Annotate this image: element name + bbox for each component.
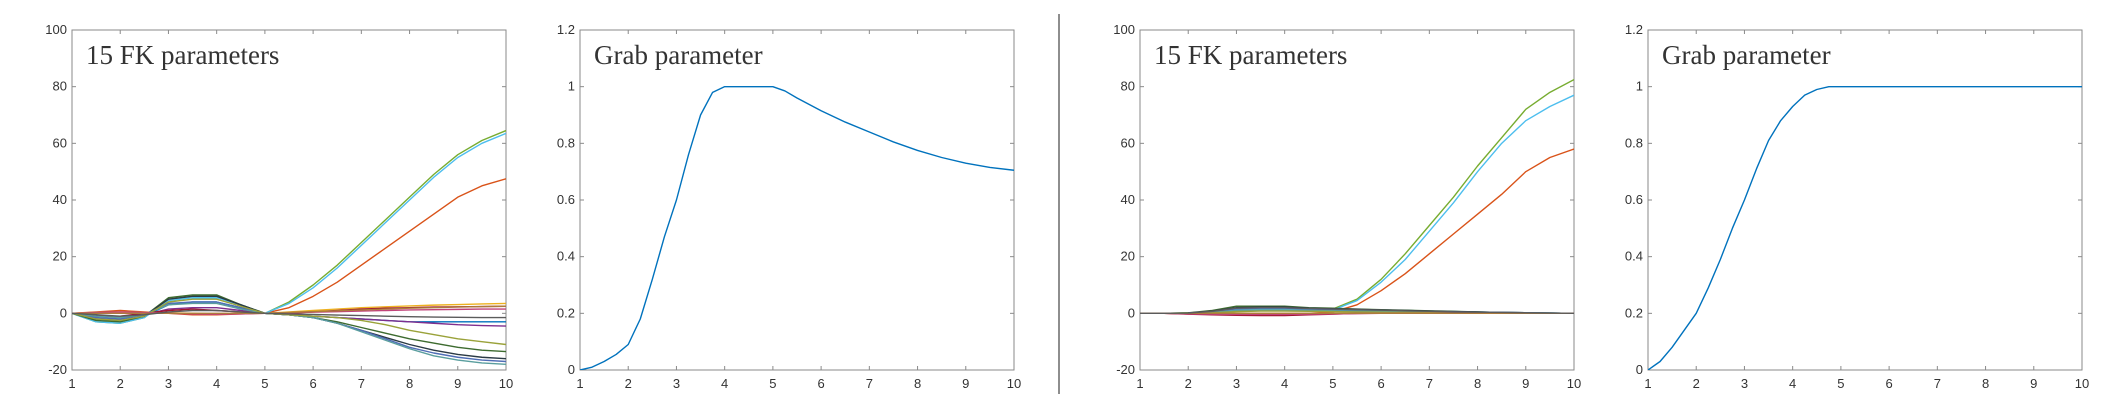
y-tick-label: 80 <box>1121 79 1135 94</box>
y-tick-label: 80 <box>53 79 67 94</box>
x-tick-label: 5 <box>1837 376 1844 391</box>
x-tick-label: 9 <box>1522 376 1529 391</box>
chart-title: Grab parameter <box>1662 40 1831 70</box>
y-tick-label: 0.6 <box>557 192 575 207</box>
chart-panel-4: 1 2 3 4 5 6 7 8 9 10 0 0.2 0.4 0.6 0.8 1 1.2 Grab paramet… <box>1625 22 2089 391</box>
x-tick-label: 1 <box>68 376 75 391</box>
series-line-15 <box>1140 306 1574 315</box>
x-tick-label: 7 <box>358 376 365 391</box>
x-tick-label: 10 <box>1567 376 1581 391</box>
chart-title: 15 FK parameters <box>86 40 279 70</box>
series-line-1 <box>580 85 1014 370</box>
x-tick-label: 7 <box>1934 376 1941 391</box>
x-tick-label: 9 <box>454 376 461 391</box>
x-tick-label: 4 <box>721 376 728 391</box>
x-tick-label: 8 <box>406 376 413 391</box>
x-tick-label: 9 <box>962 376 969 391</box>
y-tick-label: 1 <box>1636 79 1643 94</box>
x-tick-label: 5 <box>1329 376 1336 391</box>
y-tick-label: 40 <box>53 192 67 207</box>
x-tick-label: 6 <box>817 376 824 391</box>
y-tick-label: 1 <box>568 79 575 94</box>
x-tick-label: 2 <box>117 376 124 391</box>
y-tick-label: 1.2 <box>557 22 575 37</box>
x-tick-label: 2 <box>1185 376 1192 391</box>
plot-area <box>579 29 1015 371</box>
x-tick-label: 6 <box>1377 376 1384 391</box>
x-tick-label: 3 <box>673 376 680 391</box>
y-tick-label: 1.2 <box>1625 22 1643 37</box>
series-line-14 <box>72 305 506 315</box>
x-tick-label: 2 <box>625 376 632 391</box>
y-tick-label: 0.6 <box>1625 192 1643 207</box>
y-tick-label: 20 <box>53 249 67 264</box>
series-group <box>1648 85 2082 370</box>
plot-area <box>1647 29 2083 371</box>
y-tick-label: 0 <box>568 362 575 377</box>
x-tick-label: 10 <box>1007 376 1021 391</box>
y-tick-label: 0.4 <box>1625 249 1643 264</box>
x-tick-label: 7 <box>866 376 873 391</box>
x-tick-label: 3 <box>165 376 172 391</box>
series-line-1 <box>1648 85 2082 370</box>
x-tick-label: 5 <box>261 376 268 391</box>
y-tick-label: 0.8 <box>557 135 575 150</box>
y-tick-label: 60 <box>53 135 67 150</box>
chart-title: 15 FK parameters <box>1154 40 1347 70</box>
x-tick-label: 1 <box>1136 376 1143 391</box>
y-tick-label: 0.2 <box>557 305 575 320</box>
y-tick-label: 20 <box>1121 249 1135 264</box>
x-tick-label: 8 <box>1982 376 1989 391</box>
x-tick-label: 4 <box>213 376 220 391</box>
y-tick-label: 0.2 <box>1625 305 1643 320</box>
x-tick-label: 8 <box>914 376 921 391</box>
x-tick-label: 6 <box>309 376 316 391</box>
x-tick-label: 3 <box>1233 376 1240 391</box>
y-tick-label: 100 <box>45 22 67 37</box>
x-tick-label: 7 <box>1426 376 1433 391</box>
y-tick-label: 0 <box>60 305 67 320</box>
series-line-15 <box>72 309 506 319</box>
x-tick-label: 10 <box>499 376 513 391</box>
y-tick-label: 0 <box>1128 305 1135 320</box>
plot-area <box>1139 29 1575 371</box>
y-tick-label: -20 <box>1116 362 1135 377</box>
chart-title: Grab parameter <box>594 40 763 70</box>
y-tick-label: 40 <box>1121 192 1135 207</box>
series-line-6 <box>72 132 506 324</box>
series-group <box>72 129 506 366</box>
y-tick-label: 0.8 <box>1625 135 1643 150</box>
chart-panel-2: 1 2 3 4 5 6 7 8 9 10 0 0.2 0.4 0.6 0.8 1 1.2 Grab paramet… <box>557 22 1021 391</box>
x-tick-label: 4 <box>1789 376 1796 391</box>
x-tick-label: 10 <box>2075 376 2089 391</box>
x-tick-label: 3 <box>1741 376 1748 391</box>
x-tick-label: 5 <box>769 376 776 391</box>
x-tick-label: 8 <box>1474 376 1481 391</box>
x-tick-label: 1 <box>1644 376 1651 391</box>
y-tick-label: 0 <box>1636 362 1643 377</box>
chart-panel-1: 1 2 3 4 5 6 7 8 9 10 -20 0 20 40 60 80 100 15 FK paramete… <box>45 22 513 391</box>
series-group <box>1140 78 1574 317</box>
chart-panel-3: 1 2 3 4 5 6 7 8 9 10 -20 0 20 40 60 80 100 15 FK paramete… <box>1113 22 1581 391</box>
y-tick-label: 60 <box>1121 135 1135 150</box>
x-tick-label: 4 <box>1281 376 1288 391</box>
x-tick-label: 2 <box>1693 376 1700 391</box>
x-tick-label: 9 <box>2030 376 2037 391</box>
y-tick-label: 100 <box>1113 22 1135 37</box>
y-tick-label: 0.4 <box>557 249 575 264</box>
x-tick-label: 6 <box>1885 376 1892 391</box>
x-tick-label: 1 <box>576 376 583 391</box>
series-line-12 <box>72 298 506 346</box>
series-group <box>580 85 1014 370</box>
y-tick-label: -20 <box>48 362 67 377</box>
